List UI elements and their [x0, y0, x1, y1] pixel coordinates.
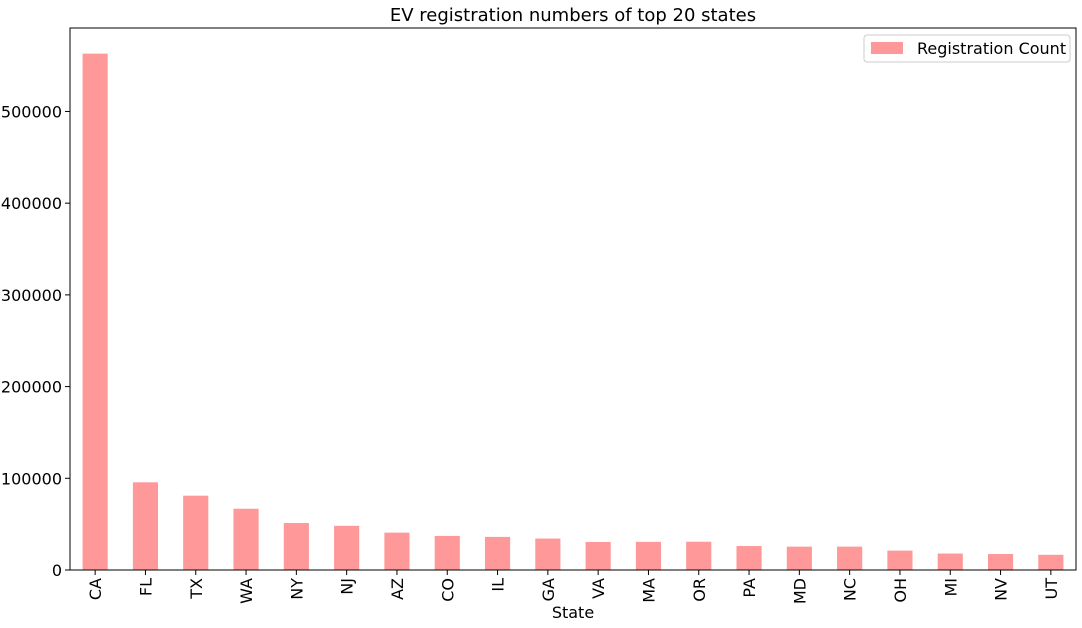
- bar-md: [786, 546, 812, 570]
- y-tick-label: 500000: [1, 102, 62, 121]
- x-tick-label-nc: NC: [841, 578, 860, 601]
- y-tick-label: 200000: [1, 378, 62, 397]
- bar-ny: [283, 523, 309, 570]
- x-tick-label-nv: NV: [992, 578, 1011, 601]
- bar-az: [384, 532, 410, 570]
- bar-nv: [987, 554, 1014, 570]
- x-tick-label-il: IL: [489, 578, 508, 592]
- x-tick-label-az: AZ: [388, 578, 407, 600]
- x-tick-label-mi: MI: [941, 578, 960, 597]
- bar-or: [686, 541, 712, 570]
- legend-label: Registration Count: [917, 39, 1066, 58]
- x-tick-label-or: OR: [690, 578, 709, 602]
- bar-co: [434, 535, 460, 570]
- x-axis: CA FL TX WA NY NJ AZ CO IL GA VA MA OR PA MD NC OH MI NV UT: [86, 570, 1061, 604]
- y-axis: 0 100000 200000 300000 400000 500000: [1, 102, 70, 580]
- legend: Registration Count: [863, 34, 1071, 63]
- x-tick-label-tx: TX: [187, 578, 206, 600]
- bar-ut: [1038, 554, 1064, 570]
- bar-mi: [937, 553, 963, 570]
- x-tick-label-ma: MA: [639, 578, 658, 603]
- legend-box: [863, 34, 1071, 63]
- bar-oh: [887, 550, 913, 570]
- bar-ma: [635, 541, 662, 570]
- y-tick-label: 300000: [1, 286, 62, 305]
- y-tick-label: 0: [52, 561, 62, 580]
- x-tick-label-nj: NJ: [338, 578, 357, 595]
- x-tick-label-wa: WA: [237, 578, 256, 604]
- bar-va: [585, 542, 611, 570]
- bar-il: [484, 536, 511, 570]
- bar-ca: [82, 53, 108, 570]
- x-tick-label-ca: CA: [86, 578, 105, 600]
- plot-frame: [69, 27, 1077, 571]
- bar-nc: [837, 546, 863, 570]
- bar-tx: [183, 495, 209, 570]
- bar-fl: [132, 482, 159, 570]
- chart-title: EV registration numbers of top 20 states: [390, 5, 756, 26]
- legend-swatch: [871, 42, 903, 54]
- x-tick-label-pa: PA: [740, 578, 759, 598]
- y-tick-label: 400000: [1, 194, 62, 213]
- bar-pa: [736, 546, 762, 570]
- x-tick-label-ny: NY: [287, 578, 306, 600]
- x-tick-label-oh: OH: [891, 578, 910, 603]
- bar-wa: [233, 508, 259, 570]
- x-axis-title: State: [552, 603, 594, 622]
- x-tick-label-fl: FL: [136, 578, 155, 596]
- bar-nj: [334, 525, 360, 570]
- bar-group: [82, 53, 1064, 570]
- x-tick-label-md: MD: [790, 578, 809, 604]
- x-tick-label-co: CO: [438, 578, 457, 602]
- x-tick-label-ga: GA: [539, 578, 558, 601]
- x-tick-label-ut: UT: [1042, 578, 1061, 600]
- y-tick-label: 100000: [1, 469, 62, 488]
- bar-ga: [535, 538, 561, 570]
- x-tick-label-va: VA: [589, 578, 608, 599]
